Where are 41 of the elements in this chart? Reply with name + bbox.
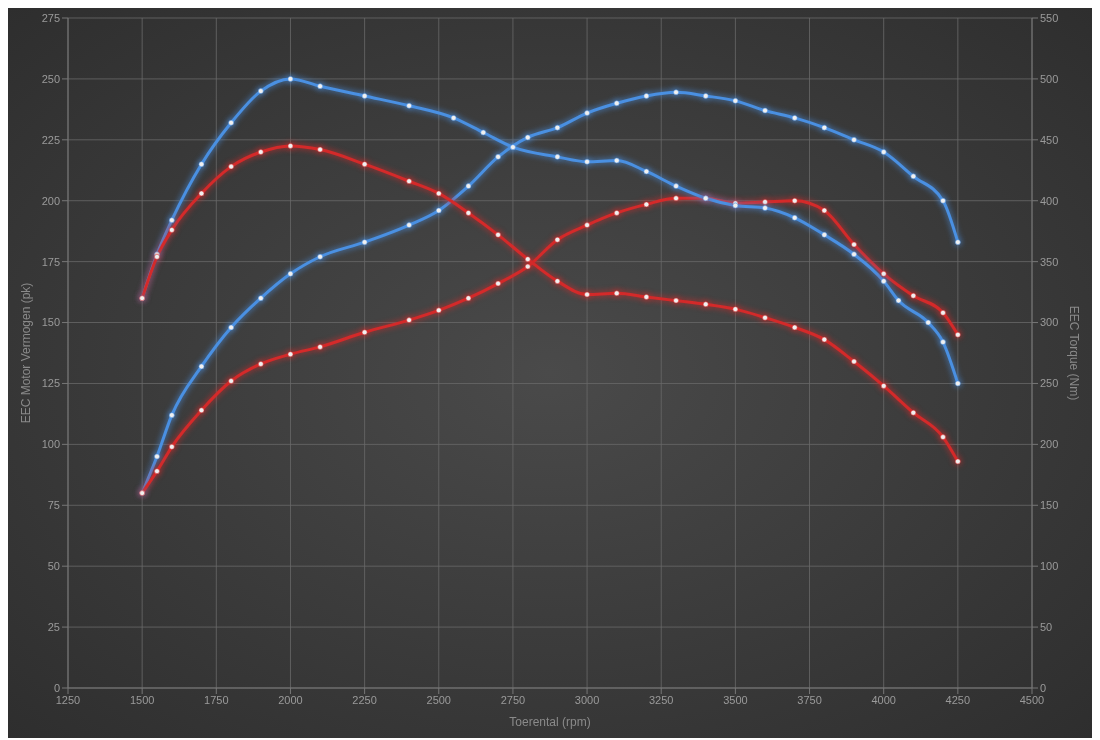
y2-tick-label: 50 (1040, 621, 1053, 633)
y-tick-label: 250 (41, 72, 60, 85)
y-tick-label: 150 (41, 316, 60, 329)
x-axis-title: Toerental (rpm) (509, 715, 591, 729)
x-tick-label: 3500 (723, 693, 748, 706)
y-tick-label: 200 (41, 194, 60, 207)
y2-tick-label: 400 (1040, 194, 1059, 207)
y2-tick-label: 0 (1040, 681, 1047, 694)
x-tick-label: 3000 (574, 693, 600, 706)
y2-axis-title: EEC Torque (Nm) (1066, 305, 1081, 401)
y2-tick-label: 500 (1040, 72, 1059, 85)
y-tick-label: 50 (47, 560, 60, 573)
y2-tick-label: 550 (1040, 11, 1059, 24)
y2-tick-label: 100 (1040, 560, 1059, 573)
x-tick-label: 1250 (55, 693, 81, 706)
x-tick-label: 4250 (945, 693, 971, 706)
y2-tick-label: 200 (1040, 438, 1059, 451)
y-tick-label: 25 (47, 621, 60, 633)
y2-tick-label: 150 (1040, 499, 1059, 512)
y-tick-label: 275 (41, 11, 60, 24)
x-tick-label: 3250 (648, 693, 674, 706)
y-tick-label: 225 (41, 133, 60, 146)
y2-tick-label: 350 (1040, 255, 1059, 268)
y2-tick-label: 300 (1040, 316, 1059, 329)
y-tick-label: 125 (41, 377, 60, 390)
y-tick-label: 75 (47, 499, 60, 512)
x-tick-label: 2000 (278, 693, 303, 706)
x-tick-label: 1500 (129, 693, 155, 706)
y-tick-label: 175 (41, 255, 60, 268)
x-tick-label: 4000 (871, 693, 896, 706)
y-tick-label: 100 (41, 438, 60, 451)
x-tick-label: 2750 (500, 693, 526, 706)
y2-tick-label: 250 (1040, 377, 1059, 390)
y-tick-label: 0 (53, 681, 60, 694)
x-tick-label: 4500 (1019, 693, 1045, 706)
x-tick-label: 2500 (426, 693, 452, 706)
y2-tick-label: 450 (1040, 133, 1059, 146)
y-axis-title: EEC Motor Vermogen (pk) (19, 282, 34, 424)
x-tick-label: 1750 (204, 693, 229, 706)
x-tick-label: 3750 (797, 693, 822, 706)
x-tick-label: 2250 (352, 693, 377, 706)
